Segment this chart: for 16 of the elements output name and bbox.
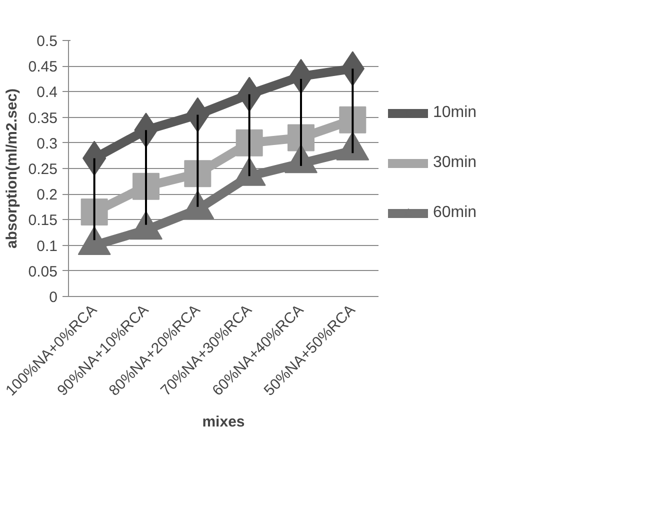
y-tick-label: 0.45 [28, 58, 58, 76]
legend-label: 30min [433, 154, 477, 172]
y-tick-label: 0.25 [28, 161, 58, 178]
y-tick-label: 0.35 [28, 110, 58, 127]
y-tick-label: 0.5 [36, 33, 58, 50]
x-axis-title: mixes [202, 413, 245, 430]
y-axis-title: absorption(ml/m2.sec) [3, 88, 20, 249]
y-tick-label: 0.15 [28, 212, 58, 230]
y-tick-label: 0.3 [36, 135, 58, 152]
y-tick-label: 0.1 [36, 238, 58, 255]
y-tick-label: 0.4 [36, 84, 58, 102]
y-tick-label: 0.2 [36, 186, 58, 204]
legend-label: 60min [433, 204, 477, 222]
y-tick-label: 0.05 [28, 263, 58, 280]
legend-label: 10min [433, 104, 477, 122]
y-tick-label: 0 [49, 289, 58, 306]
